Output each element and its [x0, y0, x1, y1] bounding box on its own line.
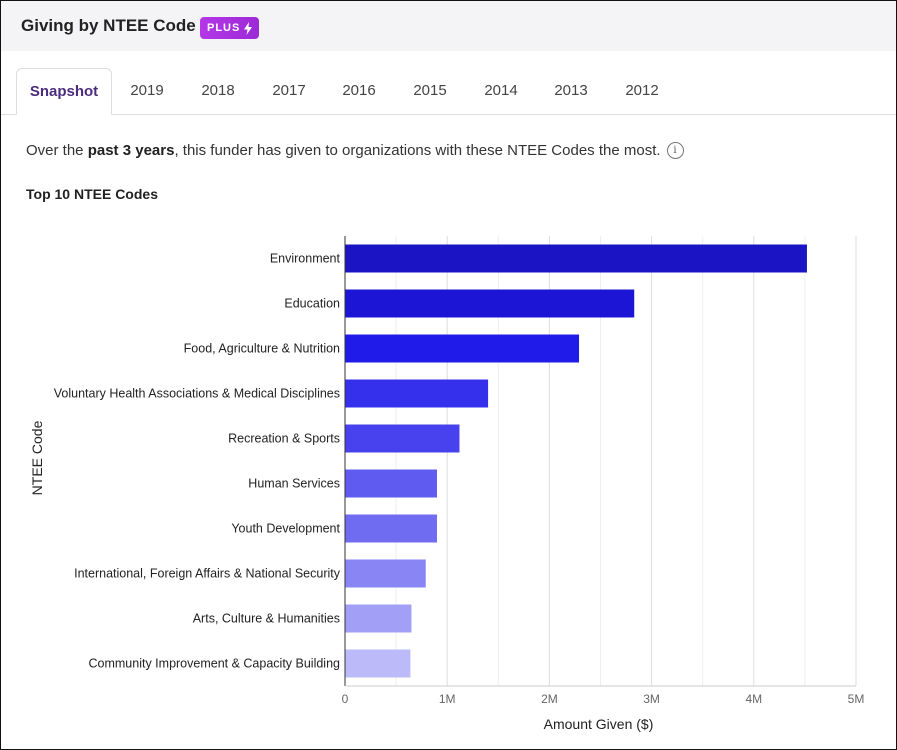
- bar: [345, 559, 426, 588]
- tab-2017[interactable]: 2017: [272, 82, 306, 99]
- bar: [345, 244, 807, 273]
- ntee-bar-chart: Environment Education Food, Agriculture & …: [29, 236, 865, 732]
- category-label: International, Foreign Affairs & Nationa…: [74, 567, 341, 581]
- bar: [345, 649, 411, 678]
- panel-header: Giving by NTEE Code PLUS: [1, 1, 896, 51]
- info-icon[interactable]: i: [666, 142, 684, 159]
- x-tick-label: 0: [342, 692, 349, 706]
- lightning-bolt-icon: [244, 21, 253, 35]
- plus-badge-label: PLUS: [207, 22, 241, 34]
- tab-2012[interactable]: 2012: [625, 82, 659, 99]
- description: Over the past 3 years, this funder has g…: [26, 142, 684, 159]
- tab-2014[interactable]: 2014: [484, 82, 518, 99]
- tab-2018[interactable]: 2018: [201, 82, 235, 99]
- y-axis-title: NTEE Code: [29, 420, 45, 495]
- bar: [345, 334, 580, 363]
- x-tick-label: 4M: [745, 692, 762, 706]
- category-label: Voluntary Health Associations & Medical …: [54, 387, 340, 401]
- tab-2019[interactable]: 2019: [130, 82, 164, 99]
- bar: [345, 604, 412, 633]
- tab-2016[interactable]: 2016: [342, 82, 376, 99]
- bar: [345, 514, 437, 543]
- bar: [345, 469, 437, 498]
- x-tick-label: 2M: [541, 692, 558, 706]
- category-label: Arts, Culture & Humanities: [193, 612, 340, 626]
- description-suffix: , this funder has given to organizations…: [174, 142, 661, 159]
- category-label: Community Improvement & Capacity Buildin…: [89, 657, 341, 671]
- section-title: Top 10 NTEE Codes: [26, 186, 158, 202]
- category-label: Youth Development: [231, 522, 340, 536]
- plus-badge: PLUS: [200, 17, 260, 39]
- tab-snapshot[interactable]: Snapshot: [16, 68, 112, 115]
- bar: [345, 289, 635, 318]
- category-label: Food, Agriculture & Nutrition: [184, 342, 340, 356]
- description-bold: past 3 years: [87, 142, 175, 159]
- category-label: Environment: [270, 252, 341, 266]
- x-tick-label: 1M: [439, 692, 456, 706]
- category-label: Education: [284, 297, 340, 311]
- x-tick-label: 3M: [643, 692, 660, 706]
- x-axis-title: Amount Given ($): [544, 716, 654, 732]
- tab-2013[interactable]: 2013: [554, 82, 588, 99]
- category-label: Recreation & Sports: [228, 432, 340, 446]
- bar: [345, 379, 489, 408]
- x-tick-label: 5M: [848, 692, 865, 706]
- tab-2015[interactable]: 2015: [413, 82, 447, 99]
- year-tabs: Snapshot 2019 2018 2017 2016 2015 2014 2…: [1, 68, 896, 115]
- panel-title: Giving by NTEE Code: [21, 16, 196, 35]
- bar: [345, 424, 460, 453]
- category-label: Human Services: [248, 477, 340, 491]
- description-prefix: Over the: [26, 142, 88, 159]
